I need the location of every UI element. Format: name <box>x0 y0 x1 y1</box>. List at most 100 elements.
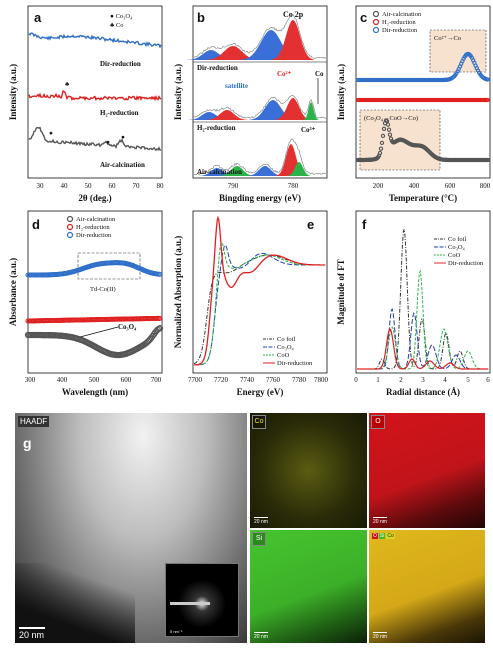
panel-d-letter: d <box>32 217 40 232</box>
curve-marker <box>379 140 385 146</box>
curve-marker <box>377 150 383 156</box>
panel-c-ylabel: Intensity (a.u.) <box>336 64 346 120</box>
curve-label-dir-reduction: Dir-reduction <box>100 60 141 68</box>
annotation-co2: Co²⁺ <box>277 70 292 78</box>
tpr-curve-h2-reduction <box>355 97 490 103</box>
annotation-co: Co <box>315 70 324 78</box>
legend-f-label-co3o4: Co₃O₄ <box>448 244 466 251</box>
panel-c-letter: c <box>360 10 367 25</box>
panel-f-ylabel: Magnitude of FT <box>336 259 346 325</box>
legend-e-label-coo: CoO <box>277 352 290 359</box>
eds-map-si: Si 20 nm <box>250 530 367 643</box>
tick-e-7780: 7780 <box>292 376 307 384</box>
legend-c-label-dir: Dir-reduction <box>382 27 418 34</box>
tick-f-4: 4 <box>443 376 447 384</box>
panel-d-svg: d Air-calcination H₂-reduction Dir-reduc… <box>8 210 164 397</box>
panel-b-letter: b <box>197 10 205 25</box>
panel-b-xps: b Co 2p Dir-reduction H₂-reduction Air-c… <box>165 0 330 205</box>
exafs-curve-dir-reduction <box>357 328 489 370</box>
panel-d-uvvis: d Air-calcination H₂-reduction Dir-reduc… <box>0 205 165 400</box>
annotation-td-co: Td-Co(II) <box>90 286 116 293</box>
panel-e-frame <box>192 210 328 374</box>
diffraction-inset: 5 nm⁻¹ <box>165 563 239 637</box>
curve-marker <box>485 157 491 163</box>
eds-co-scale-bar <box>254 517 268 518</box>
curve-marker <box>485 77 490 82</box>
panel-d-ylabel: Absorbance (a.u.) <box>8 258 18 326</box>
legend-d-label-h2: H₂-reduction <box>76 224 110 231</box>
panel-c-tpr: c Air-calcination H₂-reduction Dir-reduc… <box>330 0 493 205</box>
tick-f-6: 6 <box>486 376 490 384</box>
xps-fit-peak <box>206 110 248 120</box>
xps-fit-peak <box>303 102 319 120</box>
xrd-curve-air-calcination <box>28 126 162 152</box>
legend-a-co3o4-label: Co₃O₄ <box>116 13 134 20</box>
xrd-curve-dir-reduction <box>28 32 162 49</box>
xps-label-h2-reduction: H₂-reduction <box>197 124 236 132</box>
panel-a-letter: a <box>34 10 42 25</box>
xps-spectrum-air-calcination <box>193 138 327 176</box>
panel-b-ylabel: Intensity (a.u.) <box>173 64 183 120</box>
panel-c-svg: c Air-calcination H₂-reduction Dir-reduc… <box>336 5 491 203</box>
tick-f-3: 3 <box>421 376 425 384</box>
panel-b-title: Co 2p <box>283 10 304 19</box>
annotation-co2-to-co: Co²⁺→Co <box>434 35 461 42</box>
tick-d-600: 600 <box>121 376 132 384</box>
peak-marker-co-44: ♣ <box>65 81 70 88</box>
curve-marker <box>385 122 391 127</box>
curve-label-h2-reduction: H₂-reduction <box>100 109 139 117</box>
panel-b-xlabel: Bingding energy (eV) <box>219 193 301 203</box>
xrd-curve-h2-reduction <box>28 90 162 102</box>
legend-d-label-air: Air-calcination <box>76 216 116 223</box>
panel-e-letter: e <box>307 217 314 232</box>
legend-f-label-foil: Co foil <box>448 236 466 243</box>
tick-d-400: 400 <box>57 376 68 384</box>
tick-b-790: 790 <box>228 182 239 190</box>
curve-marker <box>157 271 163 277</box>
panel-b-frame <box>192 5 328 179</box>
xps-fit-peak <box>247 166 283 176</box>
curve-marker <box>387 132 393 137</box>
xps-label-air-calcination: Air-calcination <box>197 168 242 176</box>
peak-marker-co3o4-65: ● <box>121 134 125 141</box>
curve-marker <box>386 127 392 132</box>
legend-f-label-coo: CoO <box>448 252 461 259</box>
tick-a-30: 30 <box>37 182 45 190</box>
eds-overlay-scale-label: 20 nm <box>373 634 387 640</box>
tick-f-0: 0 <box>354 376 358 384</box>
peak-marker-co3o4-59: ● <box>106 139 110 146</box>
haadf-scale-bar <box>19 627 45 629</box>
tick-f-2: 2 <box>399 376 403 384</box>
annotation-co3o4-to-co: (Co₃O₄→CoO→Co) <box>364 115 418 122</box>
xps-fit-peak <box>219 166 255 176</box>
xps-raw-envelope <box>193 14 327 59</box>
tick-e-7720: 7720 <box>214 376 229 384</box>
legend-d-label-dir: Dir-reduction <box>76 232 112 239</box>
curve-marker <box>380 133 386 139</box>
panel-c-xlabel: Temperature (°C) <box>389 193 457 203</box>
panel-e-svg: e Co foil Co₃O₄ CoO Dir-reduction 7700 7… <box>173 210 329 397</box>
panel-d-xlabel: Wavelength (nm) <box>62 387 128 397</box>
curve-marker <box>156 325 164 332</box>
haadf-mode-label: HAADF <box>18 416 50 427</box>
xps-fit-peak <box>199 168 235 176</box>
overlay-legend-si: Si <box>378 533 386 539</box>
uvvis-curve-dir-reduction <box>25 260 163 278</box>
xps-fit-peak <box>275 98 311 120</box>
legend-a-co3o4-symbol: ● <box>110 13 114 20</box>
tick-f-1: 1 <box>376 376 380 384</box>
curve-marker <box>381 126 387 131</box>
eds-map-overlay: O Si Co 20 nm <box>369 530 485 643</box>
xanes-curve-dir-reduction <box>194 215 326 366</box>
legend-c-marker-h2 <box>372 18 380 26</box>
inset-scale-label: 5 nm⁻¹ <box>170 629 183 634</box>
legend-c-marker-air <box>372 10 380 18</box>
legend-c-label-air: Air-calcination <box>382 11 422 18</box>
legend-e-label-dir: Dir-reduction <box>277 360 313 367</box>
panel-e-xlabel: Energy (eV) <box>237 387 284 397</box>
arrow-co3o4 <box>79 326 119 338</box>
annotation-co3o4: Co₃O₄ <box>118 323 137 331</box>
xps-spectrum-h2-reduction <box>188 95 327 120</box>
tick-d-300: 300 <box>25 376 36 384</box>
overlay-legend-co: Co <box>386 533 395 539</box>
